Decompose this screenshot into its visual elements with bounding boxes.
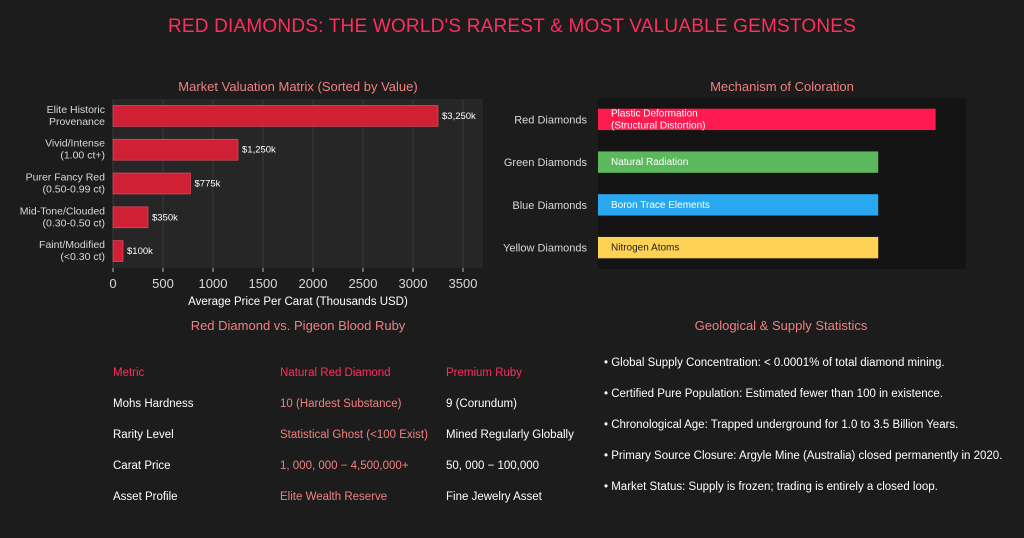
market-valuation-chart: Market Valuation Matrix (Sorted by Value…	[19, 79, 478, 308]
bar	[598, 236, 879, 259]
bar-label: Boron Trace Elements	[611, 200, 710, 211]
table-row: Rarity Level Statistical Ghost (<100 Exi…	[113, 419, 596, 450]
list-item: • Global Supply Concentration: < 0.0001%…	[604, 357, 945, 369]
table-row: Carat Price 1, 000, 000 − 4,500,000+ 50,…	[113, 450, 596, 481]
coloration-mechanism-chart: Mechanism of Coloration Red Diamonds Plast…	[503, 79, 936, 259]
stats-title: Geological & Supply Statistics	[694, 318, 868, 333]
bar	[598, 108, 936, 131]
bar	[112, 240, 124, 262]
x-tick-label: 500	[152, 276, 174, 291]
x-tick-label: 2000	[299, 276, 328, 291]
comparison-table: Metric Natural Red Diamond Premium Ruby …	[113, 357, 596, 512]
stats-list: • Global Supply Concentration: < 0.0001%…	[604, 352, 1014, 507]
list-item: • Certified Pure Population: Estimated f…	[604, 388, 943, 400]
chart-title: Mechanism of Coloration	[710, 79, 854, 94]
bar	[112, 172, 191, 195]
table-row: Mohs Hardness 10 (Hardest Substance) 9 (…	[113, 388, 596, 419]
row-metric: Mohs Hardness	[113, 397, 194, 410]
x-tick-label: 3000	[399, 276, 428, 291]
y-tick-label: Yellow Diamonds	[503, 243, 587, 255]
row-ruby: 50, 000 − 100,000	[446, 459, 540, 472]
list-item: • Chronological Age: Trapped underground…	[604, 419, 959, 431]
table-header-row: Metric Natural Red Diamond Premium Ruby	[113, 357, 596, 388]
data-label: $3,250k	[442, 111, 476, 122]
page-title: RED DIAMONDS: THE WORLD'S RAREST & MOST …	[167, 16, 857, 37]
y-tick-label: Red Diamonds	[514, 114, 587, 126]
x-tick-label: 1500	[249, 276, 278, 291]
row-red-diamond: 1, 000, 000 − 4,500,000+	[280, 459, 409, 472]
x-tick-label: 2500	[349, 276, 378, 291]
bar-label: Nitrogen Atoms	[611, 243, 679, 254]
row-ruby: 9 (Corundum)	[446, 397, 517, 410]
data-label: $350k	[152, 212, 178, 223]
y-tick-label: Elite Historic Provenance	[47, 104, 106, 128]
y-tick-label: Blue Diamonds	[512, 200, 587, 212]
bar	[112, 206, 149, 229]
bar-label: Natural Radiation	[611, 157, 688, 168]
header-red-diamond: Natural Red Diamond	[280, 366, 391, 379]
row-ruby: Fine Jewelry Asset	[446, 490, 542, 503]
bar	[112, 105, 439, 127]
y-tick-label: Faint/Modified (<0.30 ct)	[39, 239, 105, 263]
list-item: • Primary Source Closure: Argyle Mine (A…	[604, 450, 1003, 462]
bar-label: Plastic Deformation (Structural Distortio…	[611, 108, 705, 131]
header-ruby: Premium Ruby	[446, 366, 523, 379]
bar	[598, 151, 879, 173]
data-label: $775k	[195, 179, 221, 190]
x-tick-label: 0	[109, 276, 116, 291]
bar	[112, 138, 239, 161]
data-label: $1,250k	[242, 145, 276, 156]
row-metric: Asset Profile	[113, 490, 178, 503]
y-tick-label: Purer Fancy Red (0.50-0.99 ct)	[26, 172, 106, 196]
header-metric: Metric	[113, 366, 145, 379]
row-metric: Rarity Level	[113, 428, 174, 441]
table-row: Asset Profile Elite Wealth Reserve Fine …	[113, 481, 596, 512]
y-tick-label: Green Diamonds	[504, 157, 588, 169]
y-tick-label: Vivid/Intense (1.00 ct+)	[45, 138, 105, 162]
chart-title: Market Valuation Matrix (Sorted by Value…	[178, 79, 417, 94]
bar	[598, 194, 879, 216]
row-red-diamond: Elite Wealth Reserve	[280, 490, 388, 503]
y-tick-label: Mid-Tone/Clouded (0.30-0.50 ct)	[20, 205, 105, 229]
x-tick-label: 3500	[449, 276, 478, 291]
list-item: • Market Status: Supply is frozen; tradi…	[604, 481, 938, 493]
row-red-diamond: Statistical Ghost (<100 Exist)	[280, 428, 428, 441]
row-ruby: Mined Regularly Globally	[446, 428, 574, 441]
x-axis-label: Average Price Per Carat (Thousands USD)	[188, 296, 408, 308]
row-metric: Carat Price	[113, 459, 171, 472]
x-tick-label: 1000	[199, 276, 228, 291]
row-red-diamond: 10 (Hardest Substance)	[280, 397, 402, 410]
comparison-title: Red Diamond vs. Pigeon Blood Ruby	[190, 318, 406, 333]
data-label: $100k	[127, 246, 153, 257]
